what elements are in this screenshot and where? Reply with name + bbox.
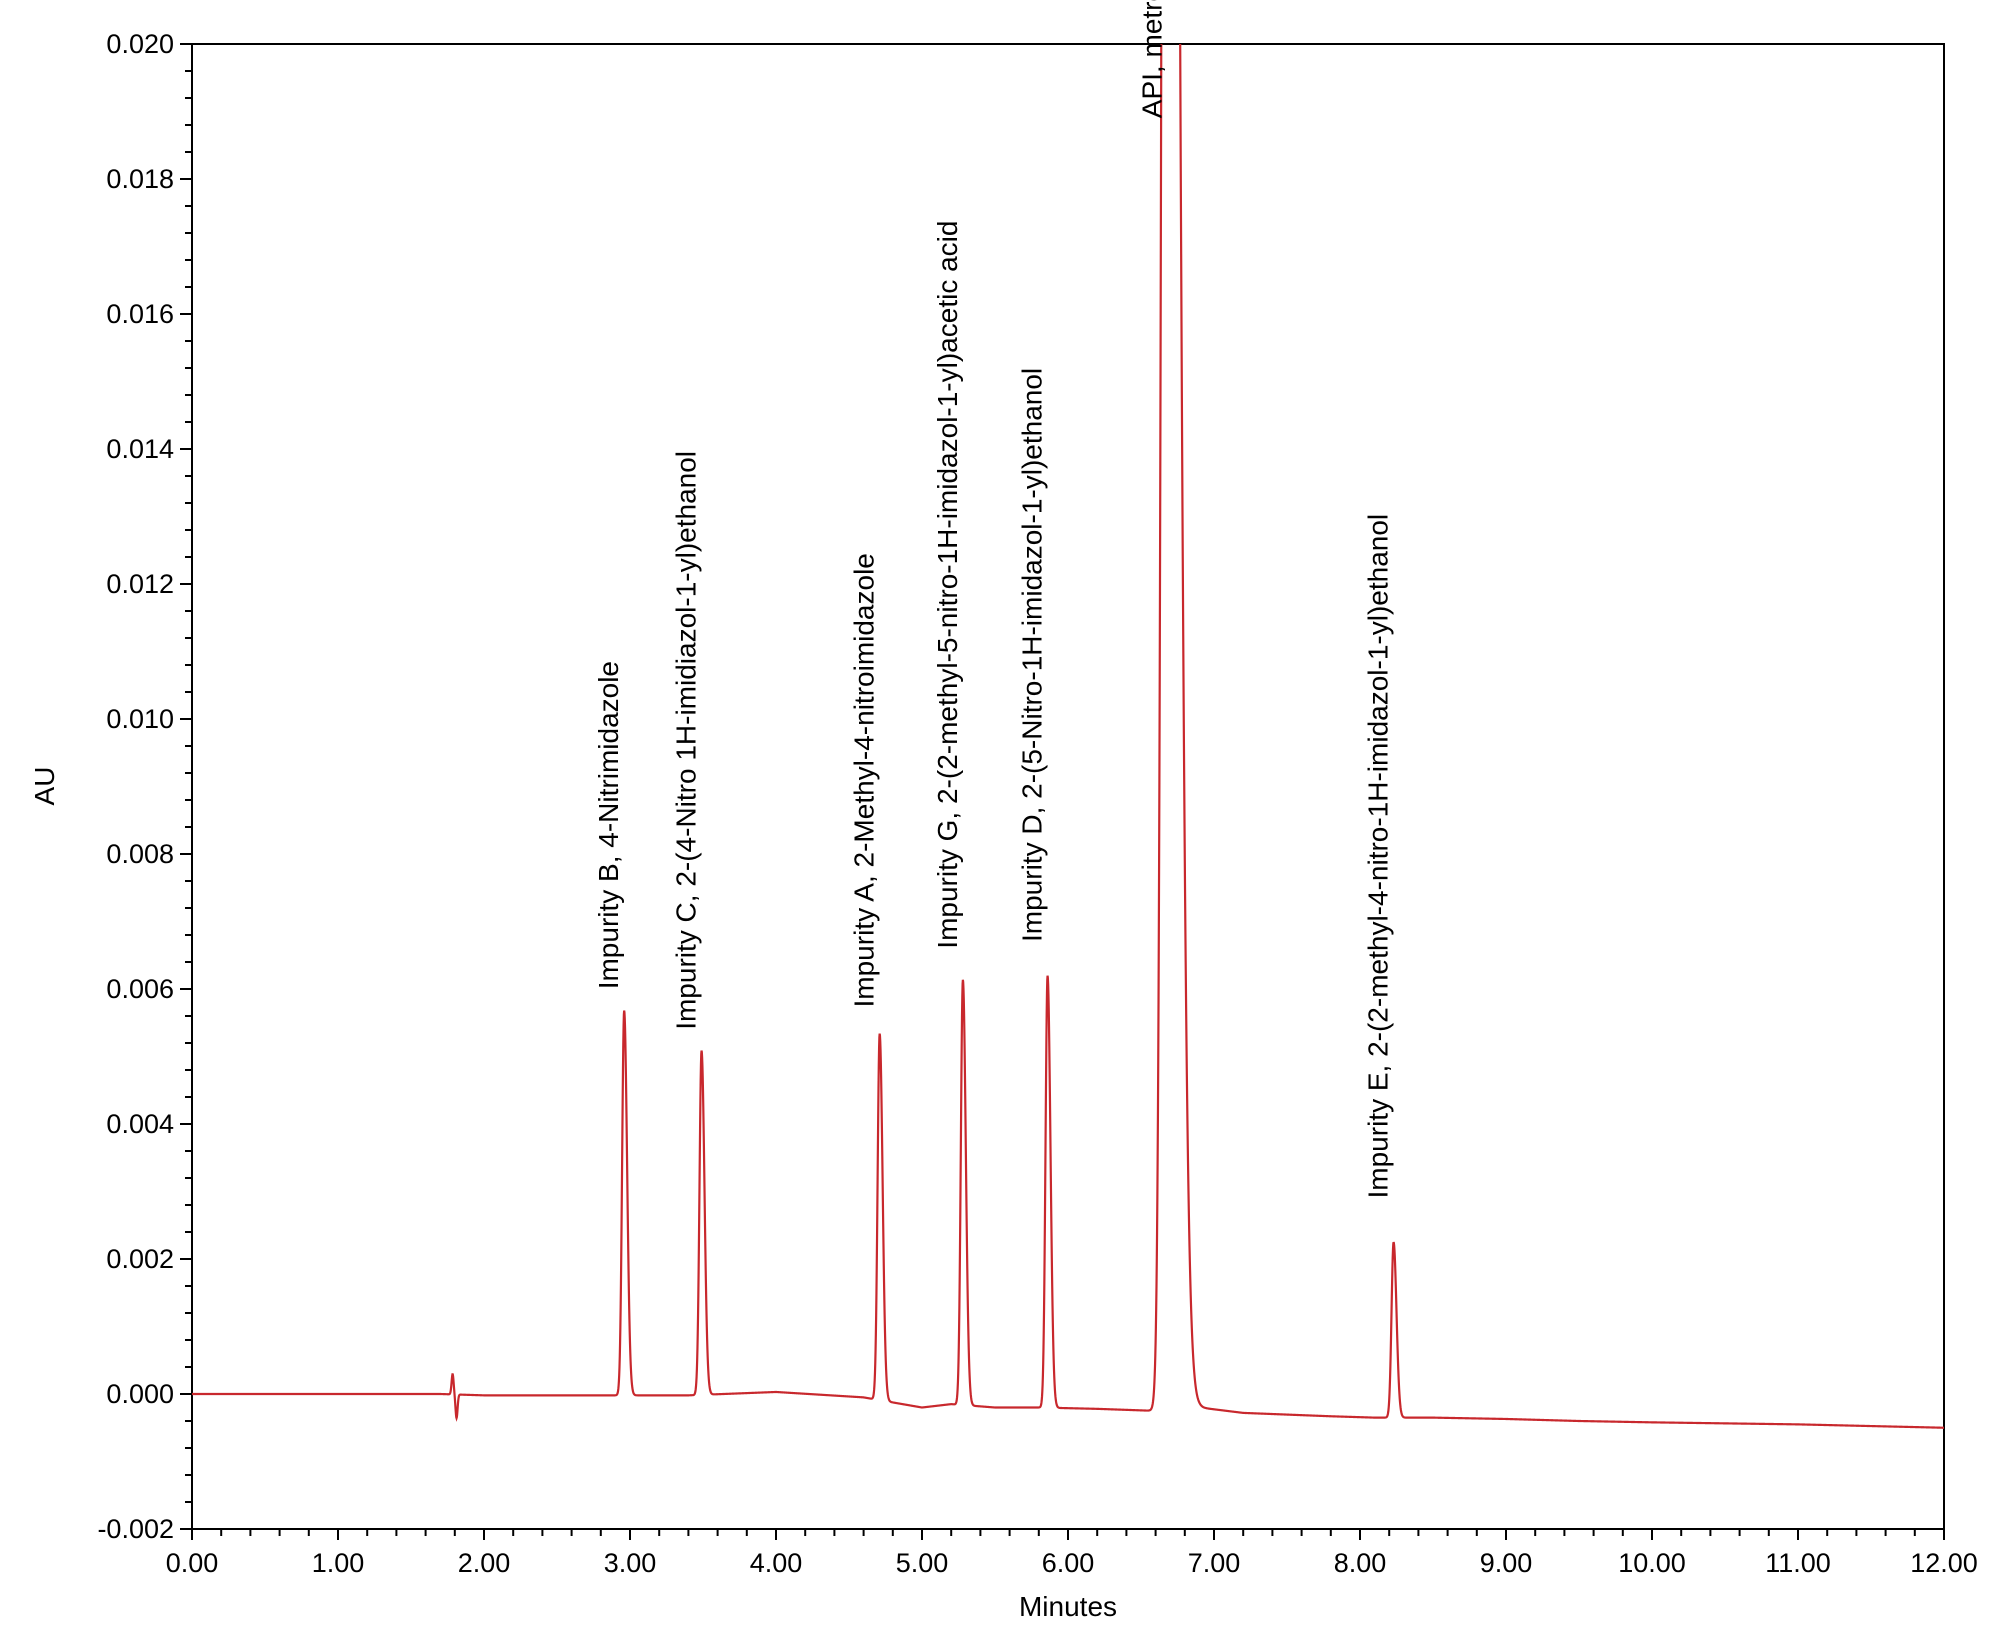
plot-frame [191,43,1945,1530]
y-tick-label: 0.006 [106,974,174,1004]
peak-labels: Impurity B, 4-Nitrimidazole Impurity C, 2… [593,0,1393,1199]
peak-label: Impurity E, 2-(2-methyl-4-nitro-1H-imida… [1363,514,1394,1199]
trace-group [192,44,1944,1429]
x-tick-label: 0.00 [166,1548,219,1578]
y-tick-label: 0.012 [106,569,174,599]
peak-label: Impurity B, 4-Nitrimidazole [593,661,624,989]
x-tick-label: 11.00 [1765,1548,1831,1578]
y-tick-label: 0.010 [106,704,174,734]
x-tick-label: 7.00 [1188,1548,1241,1578]
y-tick-label: 0.008 [106,839,174,869]
peak-label: Impurity C, 2-(4-Nitro 1H-imidiazol-1-yl… [671,451,702,1030]
x-tick-label: 2.00 [458,1548,511,1578]
peak-label: Impurity G, 2-(2-methyl-5-nitro-1H-imida… [932,221,963,949]
peak-label: Impurity D, 2-(5-Nitro-1H-imidazol-1-yl)… [1017,368,1048,942]
x-tick-label: 1.00 [312,1548,365,1578]
x-tick-label: 10.00 [1618,1548,1686,1578]
y-tick-label: 0.000 [106,1379,174,1409]
x-axis: 0.00 1.00 2.00 3.00 4.00 5.00 6.00 7.00 8.00 9.00… [166,1529,1978,1578]
y-tick-label: 0.004 [106,1109,174,1139]
y-tick-label: 0.016 [106,299,174,329]
x-tick-label: 3.00 [604,1548,657,1578]
y-axis-title: AU [29,767,60,806]
x-tick-label: 8.00 [1334,1548,1387,1578]
y-tick-label: 0.014 [106,434,174,464]
y-tick-label: 0.002 [106,1244,174,1274]
y-tick-label: 0.020 [106,29,174,59]
y-axis: -0.002 0.000 0.002 0.004 0.006 0.008 0.010 0.01… [97,29,192,1544]
x-tick-label: 12.00 [1910,1548,1978,1578]
x-tick-label: 4.00 [750,1548,803,1578]
chromatogram-trace [192,44,1944,1429]
x-tick-label: 5.00 [896,1548,949,1578]
x-tick-label: 9.00 [1480,1548,1533,1578]
y-tick-label: -0.002 [97,1514,174,1544]
x-tick-label: 6.00 [1042,1548,1095,1578]
y-tick-label: 0.018 [106,164,174,194]
x-axis-title: Minutes [1019,1591,1117,1622]
peak-label: Impurity A, 2-Methyl-4-nitroimidazole [849,553,880,1007]
peak-label: API, metronidizole [1136,0,1167,118]
